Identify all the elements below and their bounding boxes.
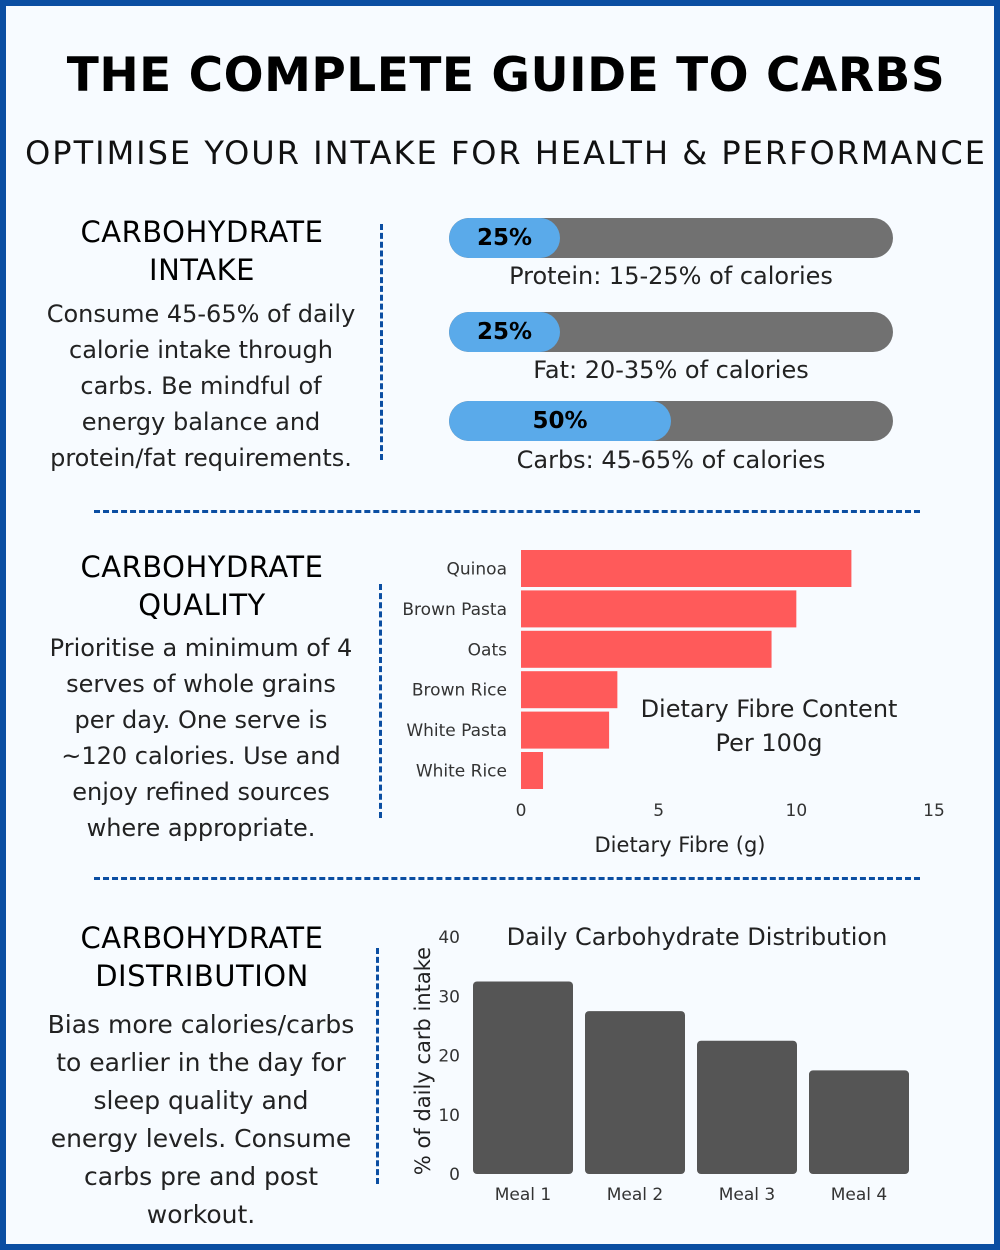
fibre-chart-title-line1: Dietary Fibre Content <box>641 695 898 723</box>
progress-bar-3: 50% <box>449 401 893 441</box>
fibre-bar <box>521 630 772 668</box>
quality-heading-line1: CARBOHYDRATE <box>80 550 324 584</box>
fibre-x-tick: 10 <box>786 801 808 821</box>
progress-caption: Fat: 20-35% of calories <box>533 356 809 384</box>
meal-category-label: Meal 4 <box>831 1185 888 1205</box>
progress-fill-1 <box>449 218 560 258</box>
fibre-bar <box>521 711 610 749</box>
distribution-text: Bias more calories/carbs to earlier in t… <box>47 1010 355 1229</box>
distribution-y-tick: 10 <box>438 1106 460 1126</box>
quality-heading: CARBOHYDRATE QUALITY <box>52 548 352 624</box>
fibre-bar <box>521 590 797 628</box>
fibre-x-tick: 5 <box>653 801 664 821</box>
progress-percent-label: 50% <box>532 408 588 434</box>
section-divider-1 <box>94 510 920 513</box>
distribution-chart: Daily Carbohydrate Distribution % of dai… <box>411 923 909 1205</box>
intake-heading: CARBOHYDRATE INTAKE <box>52 213 352 289</box>
meal-bar <box>585 1011 685 1174</box>
intake-heading-line1: CARBOHYDRATE <box>80 215 324 249</box>
distribution-heading-line2: DISTRIBUTION <box>95 959 309 993</box>
quality-divider <box>379 584 382 818</box>
fibre-x-axis-label: Dietary Fibre (g) <box>595 833 766 857</box>
fibre-category-label: Quinoa <box>447 560 507 580</box>
meal-bar <box>809 1070 909 1174</box>
intake-heading-line2: INTAKE <box>149 253 255 287</box>
quality-text: Prioritise a minimum of 4 serves of whol… <box>49 634 353 842</box>
meal-bar <box>697 1040 797 1174</box>
progress-bar-2: 25% <box>449 312 893 352</box>
distribution-y-tick: 0 <box>449 1165 460 1185</box>
meal-bar <box>473 981 573 1174</box>
fibre-category-label: Oats <box>468 640 507 660</box>
section-divider-2 <box>94 877 920 880</box>
distribution-heading: CARBOHYDRATE DISTRIBUTION <box>52 919 352 995</box>
fibre-bar <box>521 752 544 789</box>
progress-fill-3 <box>449 401 671 441</box>
fibre-bar <box>521 550 852 587</box>
fibre-chart-title-line2: Per 100g <box>716 729 823 757</box>
progress-caption: Carbs: 45-65% of calories <box>516 446 826 474</box>
distribution-y-tick: 30 <box>438 987 460 1007</box>
meal-category-label: Meal 2 <box>607 1185 664 1205</box>
fibre-x-tick: 15 <box>923 801 945 821</box>
distribution-y-tick: 20 <box>438 1047 460 1067</box>
page-title: THE COMPLETE GUIDE TO CARBS <box>66 48 946 103</box>
progress-fill-2 <box>449 312 560 352</box>
fibre-chart: Quinoa Brown Pasta Oats Brown Rice White Pas… <box>402 550 945 857</box>
distribution-y-axis-label: % of daily carb intake <box>411 947 435 1175</box>
fibre-category-label: White Rice <box>416 762 507 782</box>
fibre-bar <box>521 671 618 709</box>
distribution-chart-title: Daily Carbohydrate Distribution <box>507 923 888 951</box>
quality-heading-line2: QUALITY <box>138 588 266 622</box>
fibre-category-label: Brown Rice <box>412 681 507 701</box>
distribution-y-tick: 40 <box>438 928 460 948</box>
meal-category-label: Meal 1 <box>495 1185 552 1205</box>
progress-bar-1: 25% <box>449 218 893 258</box>
progress-percent-label: 25% <box>476 319 533 345</box>
fibre-category-label: Brown Pasta <box>402 600 507 620</box>
progress-caption: Protein: 15-25% of calories <box>509 262 833 290</box>
fibre-x-tick: 0 <box>516 801 527 821</box>
intake-divider <box>380 224 383 460</box>
progress-percent-label: 25% <box>476 225 533 251</box>
distribution-divider <box>376 948 379 1184</box>
page-subtitle: OPTIMISE YOUR INTAKE FOR HEALTH & PERFOR… <box>25 134 987 172</box>
fibre-category-label: White Pasta <box>406 721 507 741</box>
meal-category-label: Meal 3 <box>719 1185 776 1205</box>
intake-text: Consume 45-65% of daily calorie intake t… <box>46 300 356 472</box>
distribution-heading-line1: CARBOHYDRATE <box>80 921 324 955</box>
